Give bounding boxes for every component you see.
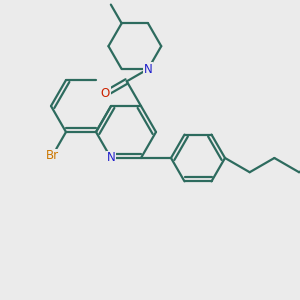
Text: N: N (106, 152, 116, 164)
Text: Br: Br (46, 149, 59, 162)
Text: N: N (144, 62, 152, 76)
Text: O: O (101, 87, 110, 100)
